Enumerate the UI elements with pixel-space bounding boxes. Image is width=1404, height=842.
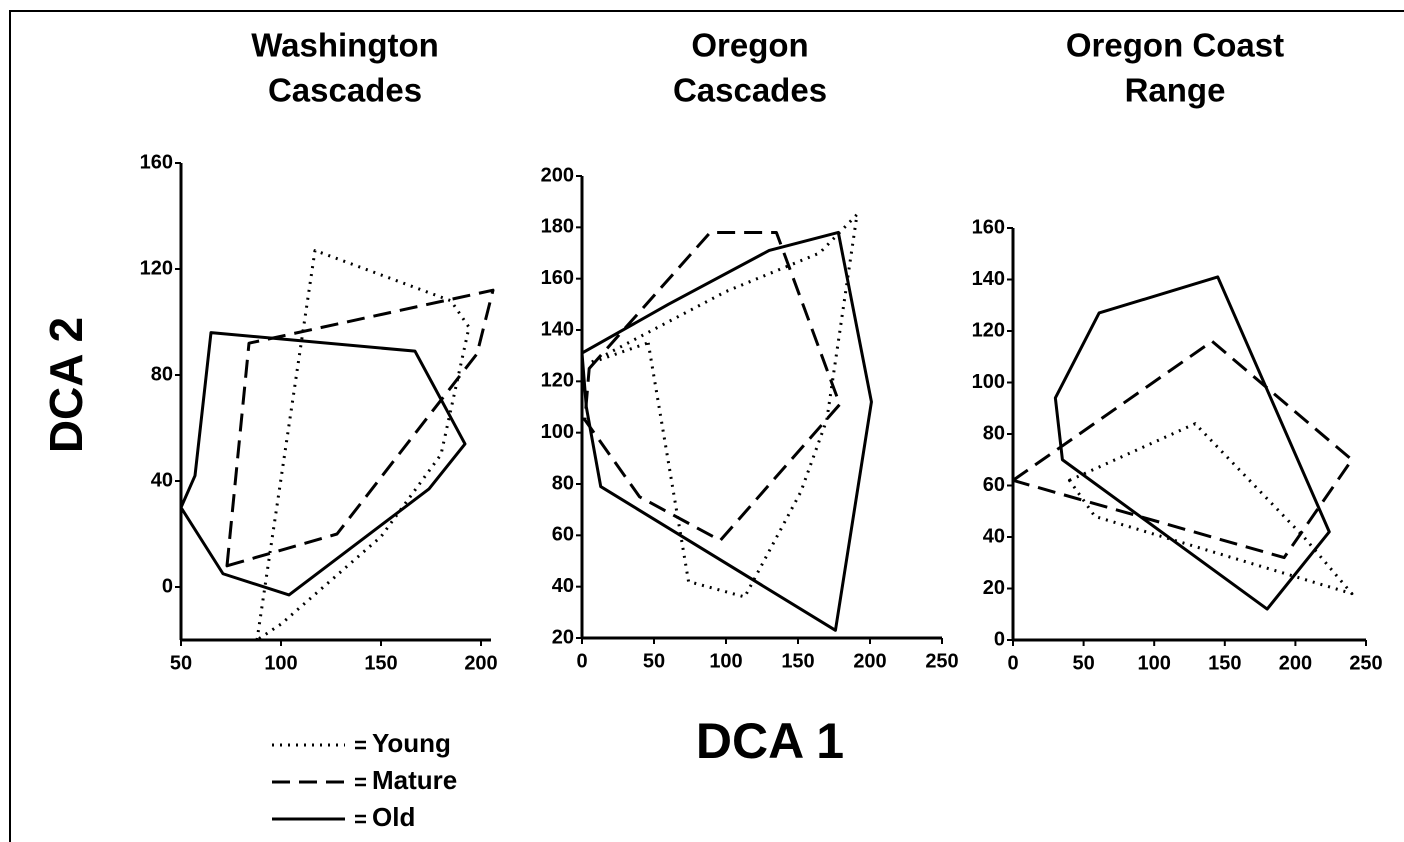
x-tick-label: 50: [1072, 652, 1094, 674]
panel-title: Cascades: [268, 72, 422, 109]
y-tick-label: 100: [541, 421, 574, 443]
x-tick-label: 150: [364, 652, 397, 674]
y-tick-label: 180: [541, 216, 574, 238]
x-tick-label: 150: [1208, 652, 1241, 674]
y-tick-label: 80: [983, 422, 1005, 444]
x-tick-label: 150: [781, 650, 814, 672]
y-tick-label: 60: [983, 474, 1005, 496]
x-tick-label: 200: [853, 650, 886, 672]
panel-title: Oregon: [691, 27, 808, 64]
y-tick-label: 160: [541, 267, 574, 289]
y-axis-label: DCA 2: [40, 317, 92, 453]
y-tick-label: 120: [140, 257, 173, 279]
y-tick-label: 20: [552, 626, 574, 648]
y-tick-label: 140: [541, 318, 574, 340]
x-tick-label: 100: [264, 652, 297, 674]
x-tick-label: 250: [1349, 652, 1382, 674]
hull-outline: [1011, 339, 1354, 560]
legend-label: Old: [372, 802, 415, 832]
y-tick-label: 0: [994, 628, 1005, 650]
hull-outline: [1053, 275, 1331, 611]
hull-outline: [587, 213, 859, 599]
x-tick-label: 100: [1138, 652, 1171, 674]
x-tick-label: 200: [1279, 652, 1312, 674]
y-tick-label: 20: [983, 577, 1005, 599]
y-tick-label: 140: [972, 268, 1005, 290]
y-tick-label: 60: [552, 524, 574, 546]
y-tick-label: 40: [983, 525, 1005, 547]
y-tick-label: 0: [162, 575, 173, 597]
frame: [9, 10, 1404, 842]
panel-title: Oregon Coast: [1066, 27, 1284, 64]
x-tick-label: 200: [464, 652, 497, 674]
hull-outline: [225, 288, 495, 568]
panel-title: Range: [1125, 72, 1226, 109]
y-tick-label: 200: [541, 164, 574, 186]
y-tick-label: 120: [541, 370, 574, 392]
x-tick-label: 0: [1007, 652, 1018, 674]
y-tick-label: 40: [552, 575, 574, 597]
x-tick-label: 250: [925, 650, 958, 672]
y-tick-label: 80: [552, 472, 574, 494]
hull-outline: [580, 230, 873, 632]
panel-title: Washington: [251, 27, 439, 64]
x-axis-label: DCA 1: [696, 713, 844, 769]
x-tick-label: 0: [576, 650, 587, 672]
hull-outline: [179, 331, 467, 597]
hull-outline: [255, 248, 471, 642]
y-tick-label: 80: [151, 363, 173, 385]
hull-outline: [583, 230, 842, 542]
legend-label: Young: [372, 728, 451, 758]
y-tick-label: 40: [151, 469, 173, 491]
y-tick-label: 160: [140, 151, 173, 173]
x-tick-label: 50: [643, 650, 665, 672]
y-tick-label: 120: [972, 319, 1005, 341]
x-tick-label: 50: [170, 652, 192, 674]
y-tick-label: 160: [972, 216, 1005, 238]
x-tick-label: 100: [709, 650, 742, 672]
legend-label: Mature: [372, 765, 457, 795]
panel-title: Cascades: [673, 72, 827, 109]
y-tick-label: 100: [972, 371, 1005, 393]
